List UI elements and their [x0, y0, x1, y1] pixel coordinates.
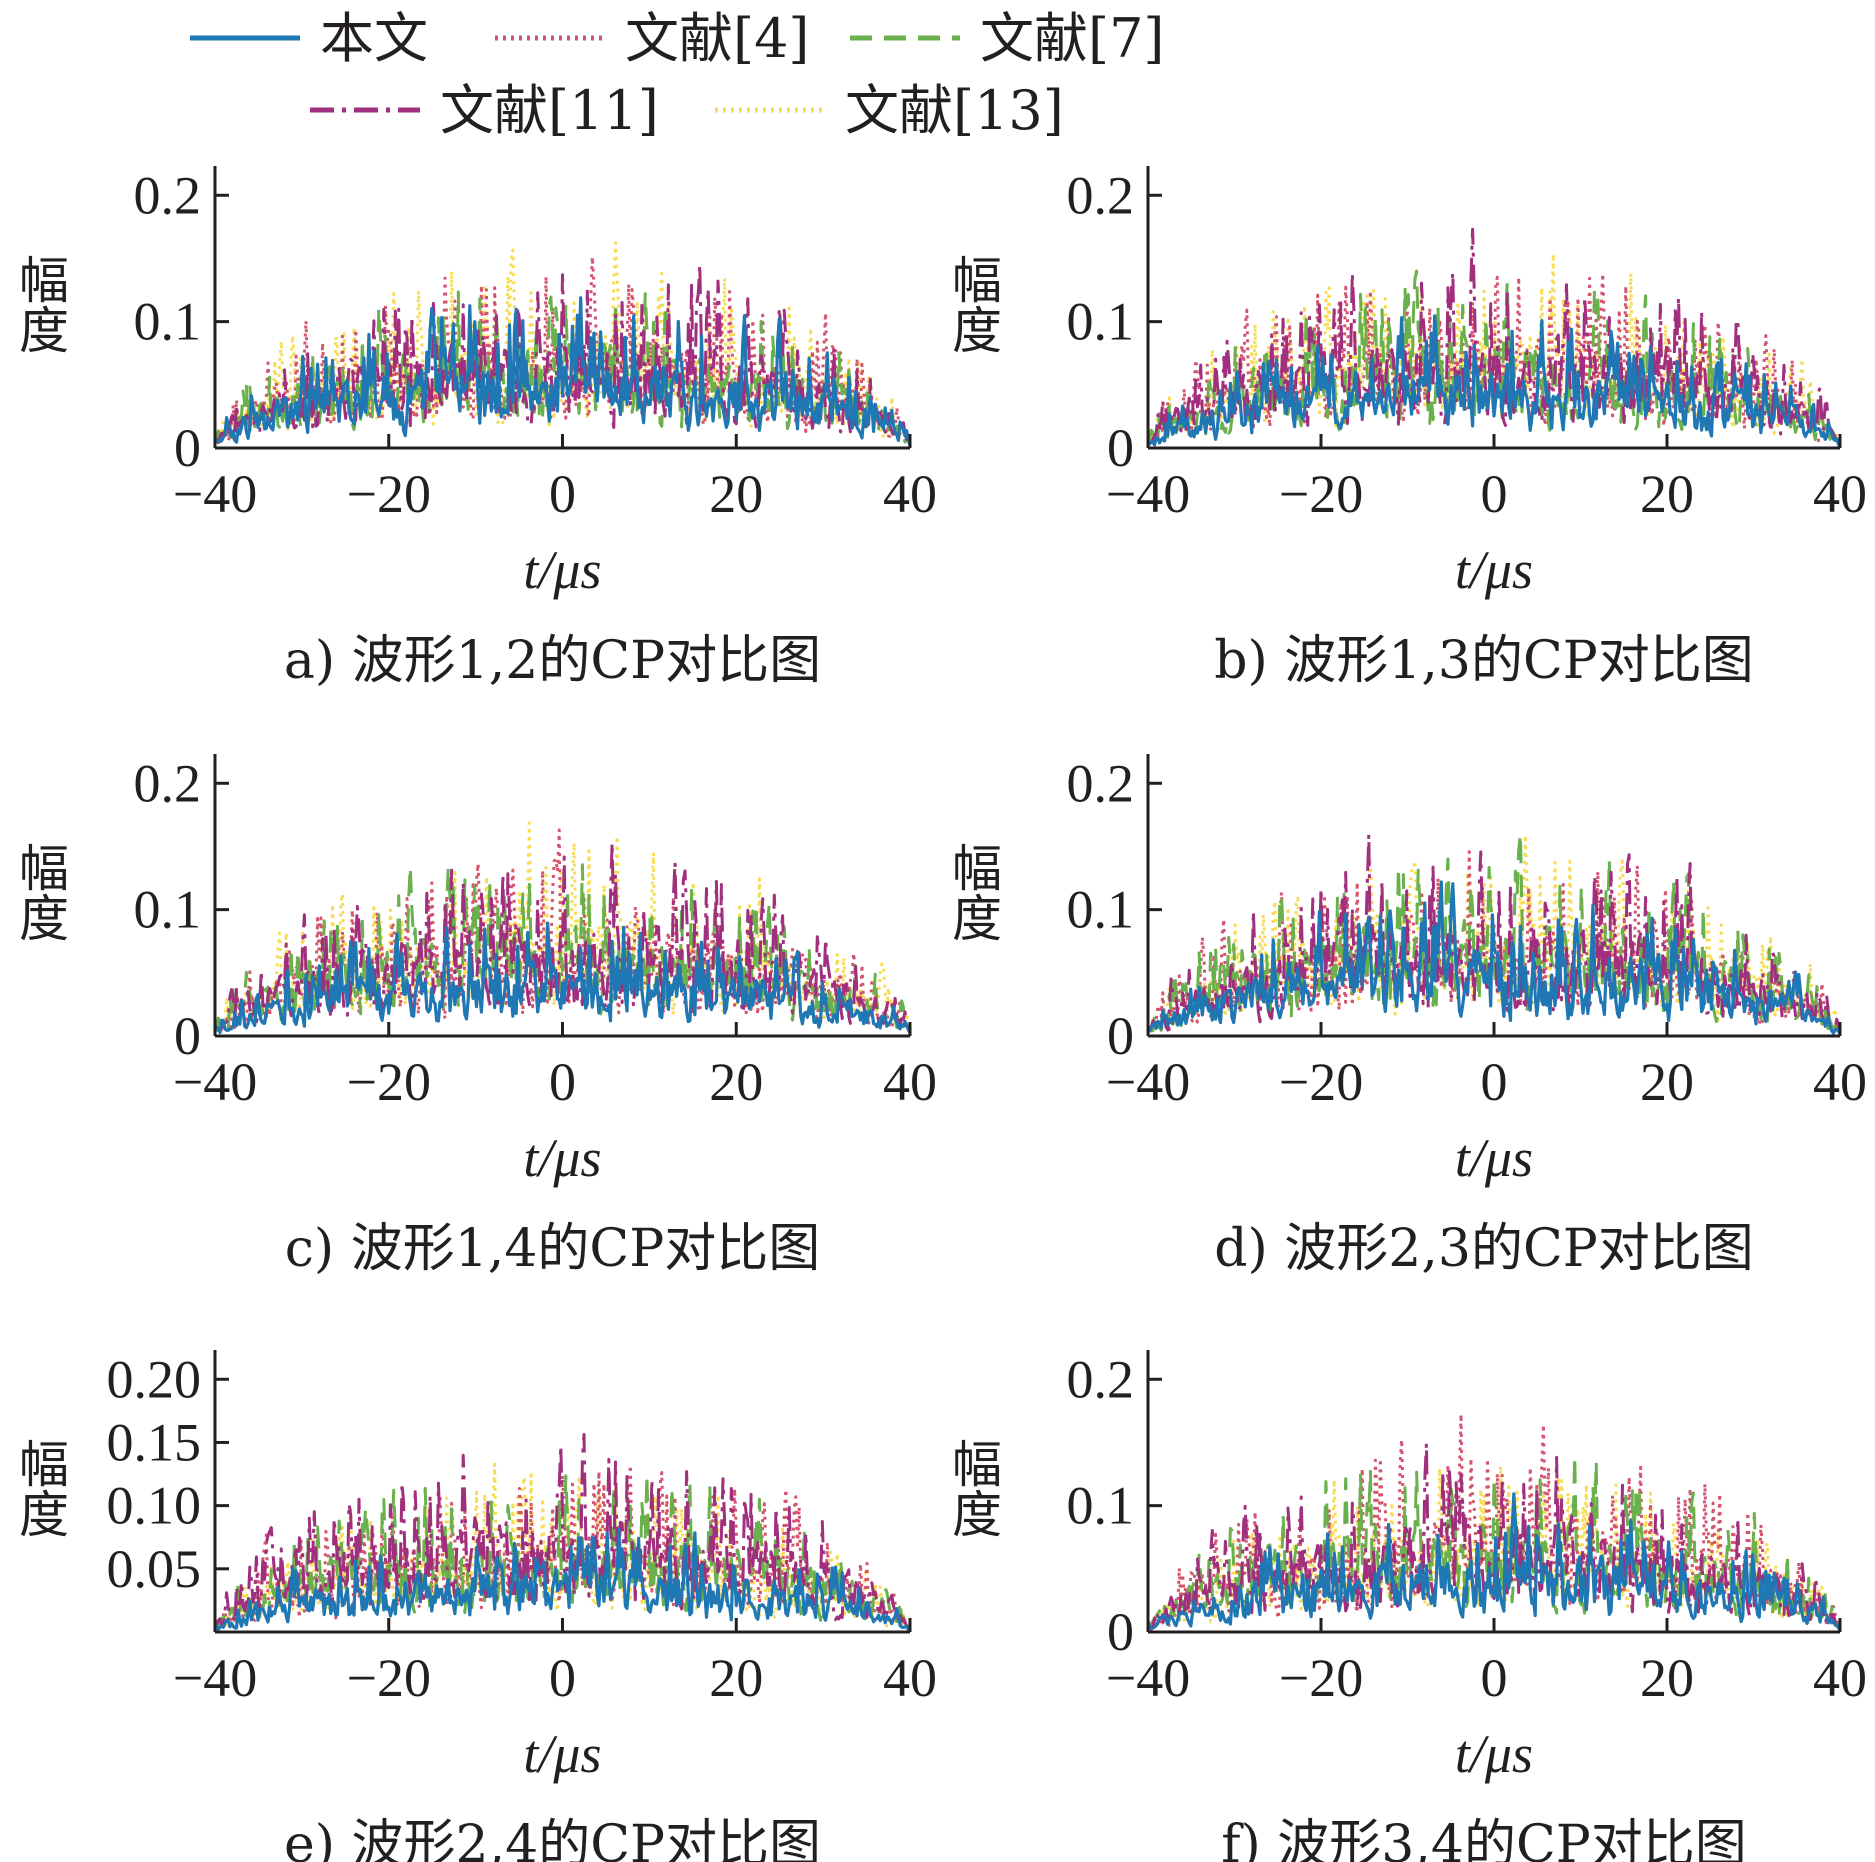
legend-label: 文献[4]	[625, 7, 810, 70]
legend-entry-4: 文献[13]	[715, 79, 1064, 142]
x-tick-label: 40	[883, 1648, 937, 1708]
x-tick-label: 20	[1640, 1648, 1694, 1708]
y-tick-label: 0.1	[1067, 1476, 1135, 1536]
x-tick-label: −20	[1279, 1052, 1363, 1112]
y-tick-label: 0.2	[1067, 753, 1135, 813]
x-tick-label: 0	[549, 1648, 576, 1708]
x-axis-label: t/μs	[523, 1128, 601, 1188]
x-tick-label: 40	[883, 464, 937, 524]
x-tick-label: 40	[1813, 1648, 1867, 1708]
legend-label: 文献[11]	[440, 79, 659, 142]
y-axis-label: 幅度	[11, 1438, 69, 1538]
x-tick-label: −20	[347, 1052, 431, 1112]
x-tick-label: 0	[1481, 1648, 1508, 1708]
chart-panel-b: 0 0.1 0.2 −40 −20 0 20 40 t/μs 幅度 b) 波形1,3的CP对比图	[944, 165, 1867, 691]
series-line-3	[215, 263, 912, 446]
legend: 本文 文献[4] 文献[7] 文献[11] 文献[13]	[190, 7, 1165, 142]
series-line-2	[213, 1473, 912, 1631]
x-axis-label: t/μs	[523, 540, 601, 600]
chart-panel-d: 0 0.1 0.2 −40 −20 0 20 40 t/μs 幅度 d) 波形2,3的CP对比图	[944, 753, 1867, 1279]
x-tick-label: 0	[549, 464, 576, 524]
y-tick-label: 0	[1107, 1602, 1134, 1662]
legend-entry-3: 文献[11]	[310, 79, 659, 142]
x-axis-label: t/μs	[523, 1724, 601, 1784]
x-tick-label: 20	[709, 1052, 763, 1112]
x-tick-label: −20	[1279, 464, 1363, 524]
series-line-0	[213, 1527, 912, 1633]
y-axis-label: 幅度	[944, 254, 1002, 354]
panel-caption: b) 波形1,3的CP对比图	[1214, 631, 1754, 691]
x-tick-label: −20	[347, 464, 431, 524]
x-tick-label: 20	[1640, 464, 1694, 524]
series-line-3	[214, 1433, 912, 1631]
y-axis-label: 幅度	[11, 254, 69, 354]
legend-entry-1: 文献[4]	[495, 7, 810, 70]
y-axis-label: 幅度	[11, 842, 69, 942]
x-axis-label: t/μs	[1455, 1128, 1533, 1188]
legend-label: 文献[7]	[980, 7, 1165, 70]
x-tick-label: −20	[1279, 1648, 1363, 1708]
panel-caption: f) 波形3,4的CP对比图	[1221, 1815, 1747, 1862]
x-tick-label: 20	[1640, 1052, 1694, 1112]
series-line-0	[1146, 314, 1842, 448]
y-tick-label: 0	[1107, 418, 1134, 478]
x-tick-label: 0	[1481, 464, 1508, 524]
x-axis-label: t/μs	[1455, 1724, 1533, 1784]
y-tick-label: 0.1	[1067, 292, 1135, 352]
y-tick-label: 0.10	[107, 1476, 202, 1536]
x-tick-label: −40	[173, 1052, 257, 1112]
y-tick-label: 0.2	[134, 165, 202, 225]
chart-panel-a: 0 0.1 0.2 −40 −20 0 20 40 t/μs 幅度 a) 波形1,2的CP对比图	[11, 165, 937, 691]
legend-entry-2: 文献[7]	[850, 7, 1165, 70]
y-tick-label: 0.2	[134, 753, 202, 813]
x-tick-label: −20	[347, 1648, 431, 1708]
series-line-0	[213, 296, 912, 446]
x-tick-label: −40	[173, 1648, 257, 1708]
x-tick-label: 20	[709, 1648, 763, 1708]
legend-entry-0: 本文	[190, 7, 428, 70]
series-line-4	[213, 241, 912, 447]
y-tick-label: 0	[174, 1006, 201, 1066]
y-tick-label: 0.05	[107, 1539, 202, 1599]
y-tick-label: 0.2	[1067, 165, 1135, 225]
x-tick-label: 40	[883, 1052, 937, 1112]
chart-panel-f: 0 0.1 0.2 −40 −20 0 20 40 t/μs 幅度 f) 波形3,4的CP对比图	[944, 1349, 1867, 1862]
panel-caption: c) 波形1,4的CP对比图	[285, 1219, 820, 1279]
series-line-3	[1146, 1441, 1842, 1632]
x-tick-label: 0	[1481, 1052, 1508, 1112]
y-tick-label: 0.1	[134, 880, 202, 940]
y-tick-label: 0.1	[1067, 880, 1135, 940]
series-line-0	[1146, 1492, 1842, 1632]
y-tick-label: 0	[174, 418, 201, 478]
legend-label: 本文	[320, 7, 428, 70]
legend-label: 文献[13]	[845, 79, 1064, 142]
x-tick-label: 0	[549, 1052, 576, 1112]
x-tick-label: −40	[1106, 464, 1190, 524]
y-tick-label: 0.1	[134, 292, 202, 352]
x-tick-label: 40	[1813, 1052, 1867, 1112]
series-line-3	[213, 840, 912, 1035]
x-tick-label: 40	[1813, 464, 1867, 524]
y-axis-label: 幅度	[944, 1438, 1002, 1538]
y-tick-label: 0.20	[107, 1349, 202, 1409]
panel-caption: d) 波形2,3的CP对比图	[1214, 1219, 1754, 1279]
x-tick-label: −40	[1106, 1648, 1190, 1708]
x-axis-label: t/μs	[1455, 540, 1533, 600]
panel-caption: e) 波形2,4的CP对比图	[284, 1815, 821, 1862]
y-tick-label: 0.2	[1067, 1349, 1135, 1409]
panel-caption: a) 波形1,2的CP对比图	[284, 631, 821, 691]
chart-panel-c: 0 0.1 0.2 −40 −20 0 20 40 t/μs 幅度 c) 波形1,4的CP对比图	[11, 753, 937, 1279]
y-tick-label: 0.15	[107, 1412, 202, 1472]
chart-panel-e: 0.050.100.150.20 −40 −20 0 20 40 t/μs 幅度 e) 波形2,…	[11, 1349, 937, 1862]
series-line-0	[1146, 880, 1842, 1035]
y-tick-label: 0	[1107, 1006, 1134, 1066]
y-axis-label: 幅度	[944, 842, 1002, 942]
x-tick-label: −40	[173, 464, 257, 524]
x-tick-label: 20	[709, 464, 763, 524]
x-tick-label: −40	[1106, 1052, 1190, 1112]
series-line-0	[213, 921, 912, 1035]
